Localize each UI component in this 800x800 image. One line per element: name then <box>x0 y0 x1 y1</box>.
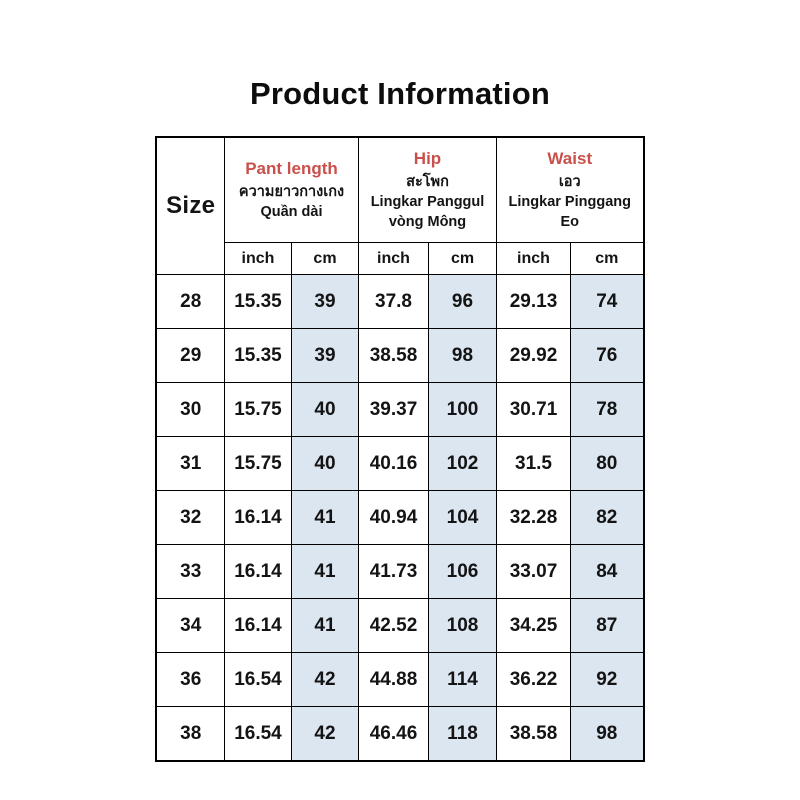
pant-length-inch-value: 15.75 <box>223 382 292 437</box>
hip-inch-value: 37.8 <box>358 274 429 329</box>
hip-subtitle-indonesian: Lingkar Panggul <box>370 193 485 210</box>
pant-length-cm-value: 39 <box>290 328 360 383</box>
hip-cm-value: 96 <box>428 274 497 329</box>
hip-cm-value: 114 <box>428 652 497 707</box>
waist-inch-value: 34.25 <box>496 598 571 653</box>
pant-length-column-header: Pant length ความยาวกางเกง Quần dài <box>223 136 360 243</box>
hip-inch-value: 42.52 <box>358 598 429 653</box>
waist-inch-value: 30.71 <box>496 382 571 437</box>
waist-cm-value: 98 <box>569 706 645 762</box>
hip-cm-value: 118 <box>428 706 497 762</box>
pant-length-inch-value: 16.54 <box>223 652 292 707</box>
page-title: Product Information <box>249 76 550 111</box>
pant-length-inch-header: inch <box>223 242 292 275</box>
pant-length-cm-value: 39 <box>290 274 360 329</box>
pant-length-subtitle-thai: ความยาวกางเกง <box>238 183 345 200</box>
waist-cm-value: 80 <box>569 436 645 491</box>
hip-cm-value: 104 <box>428 490 497 545</box>
waist-cm-value: 78 <box>569 382 645 437</box>
size-value: 32 <box>155 490 225 545</box>
waist-cm-value: 84 <box>569 544 645 599</box>
size-column-header: Size <box>155 136 225 275</box>
pant-length-inch-value: 15.75 <box>223 436 292 491</box>
waist-inch-value: 31.5 <box>496 436 571 491</box>
pant-length-cm-header: cm <box>290 242 360 275</box>
table-row-size-28: 28 15.35 39 37.8 96 29.13 74 <box>155 274 645 329</box>
size-value: 34 <box>155 598 225 653</box>
hip-cm-value: 106 <box>428 544 497 599</box>
waist-inch-value: 36.22 <box>496 652 571 707</box>
hip-cm-header: cm <box>428 242 497 275</box>
waist-subtitle-thai: เอว <box>558 173 581 190</box>
size-value: 31 <box>155 436 225 491</box>
hip-inch-value: 39.37 <box>358 382 429 437</box>
pant-length-inch-value: 16.54 <box>223 706 292 762</box>
pant-length-inch-value: 15.35 <box>223 328 292 383</box>
waist-cm-value: 92 <box>569 652 645 707</box>
size-value: 38 <box>155 706 225 762</box>
waist-inch-value: 33.07 <box>496 544 571 599</box>
waist-column-header: Waist เอว Lingkar Pinggang Eo <box>495 136 645 243</box>
waist-inch-value: 32.28 <box>496 490 571 545</box>
size-value: 30 <box>155 382 225 437</box>
waist-inch-value: 38.58 <box>496 706 571 762</box>
pant-length-cm-value: 42 <box>290 706 360 762</box>
waist-cm-value: 76 <box>569 328 645 383</box>
pant-length-inch-value: 16.14 <box>223 490 292 545</box>
waist-cm-value: 82 <box>569 490 645 545</box>
hip-inch-header: inch <box>358 242 429 275</box>
table-row-size-32: 32 16.14 41 40.94 104 32.28 82 <box>155 490 645 545</box>
pant-length-inch-value: 16.14 <box>223 544 292 599</box>
group-header-row: Size Pant length ความยาวกางเกง Quần dài … <box>155 136 645 275</box>
pant-length-cm-value: 40 <box>290 382 360 437</box>
hip-cm-value: 100 <box>428 382 497 437</box>
waist-inch-value: 29.13 <box>496 274 571 329</box>
table-row-size-31: 31 15.75 40 40.16 102 31.5 80 <box>155 436 645 491</box>
table-row-size-30: 30 15.75 40 39.37 100 30.71 78 <box>155 382 645 437</box>
size-value: 36 <box>155 652 225 707</box>
hip-inch-value: 38.58 <box>358 328 429 383</box>
hip-inch-value: 44.88 <box>358 652 429 707</box>
pant-length-inch-value: 16.14 <box>223 598 292 653</box>
table-row-size-29: 29 15.35 39 38.58 98 29.92 76 <box>155 328 645 383</box>
pant-length-cm-value: 40 <box>290 436 360 491</box>
table-row-size-34: 34 16.14 41 42.52 108 34.25 87 <box>155 598 645 653</box>
size-value: 28 <box>155 274 225 329</box>
table-row-size-38: 38 16.54 42 46.46 118 38.58 98 <box>155 706 645 762</box>
pant-length-cm-value: 41 <box>290 598 360 653</box>
hip-cm-value: 108 <box>428 598 497 653</box>
hip-cm-value: 98 <box>428 328 497 383</box>
hip-subtitle-vietnamese: vòng Mông <box>388 213 467 230</box>
waist-title: Waist <box>547 149 593 169</box>
table-row-size-33: 33 16.14 41 41.73 106 33.07 84 <box>155 544 645 599</box>
hip-inch-value: 40.94 <box>358 490 429 545</box>
size-value: 33 <box>155 544 225 599</box>
hip-column-header: Hip สะโพก Lingkar Panggul vòng Mông <box>358 136 497 243</box>
pant-length-cm-value: 41 <box>290 544 360 599</box>
hip-inch-value: 41.73 <box>358 544 429 599</box>
waist-cm-value: 87 <box>569 598 645 653</box>
size-chart-table: Size Pant length ความยาวกางเกง Quần dài … <box>155 136 645 762</box>
pant-length-cm-value: 41 <box>290 490 360 545</box>
waist-subtitle-indonesian: Lingkar Pinggang <box>508 193 631 210</box>
waist-inch-value: 29.92 <box>496 328 571 383</box>
pant-length-subtitle-vietnamese: Quần dài <box>260 203 323 220</box>
table-row-size-36: 36 16.54 42 44.88 114 36.22 92 <box>155 652 645 707</box>
hip-inch-value: 40.16 <box>358 436 429 491</box>
hip-inch-value: 46.46 <box>358 706 429 762</box>
unit-header-row: inch cm inch cm inch cm <box>156 242 645 275</box>
hip-cm-value: 102 <box>428 436 497 491</box>
hip-title: Hip <box>413 149 442 169</box>
hip-subtitle-thai: สะโพก <box>406 173 449 190</box>
waist-cm-value: 74 <box>569 274 645 329</box>
waist-cm-header: cm <box>569 242 645 275</box>
waist-inch-header: inch <box>496 242 571 275</box>
pant-length-title: Pant length <box>245 159 338 179</box>
waist-subtitle-vietnamese: Eo <box>560 213 580 230</box>
size-value: 29 <box>155 328 225 383</box>
pant-length-cm-value: 42 <box>290 652 360 707</box>
pant-length-inch-value: 15.35 <box>223 274 292 329</box>
